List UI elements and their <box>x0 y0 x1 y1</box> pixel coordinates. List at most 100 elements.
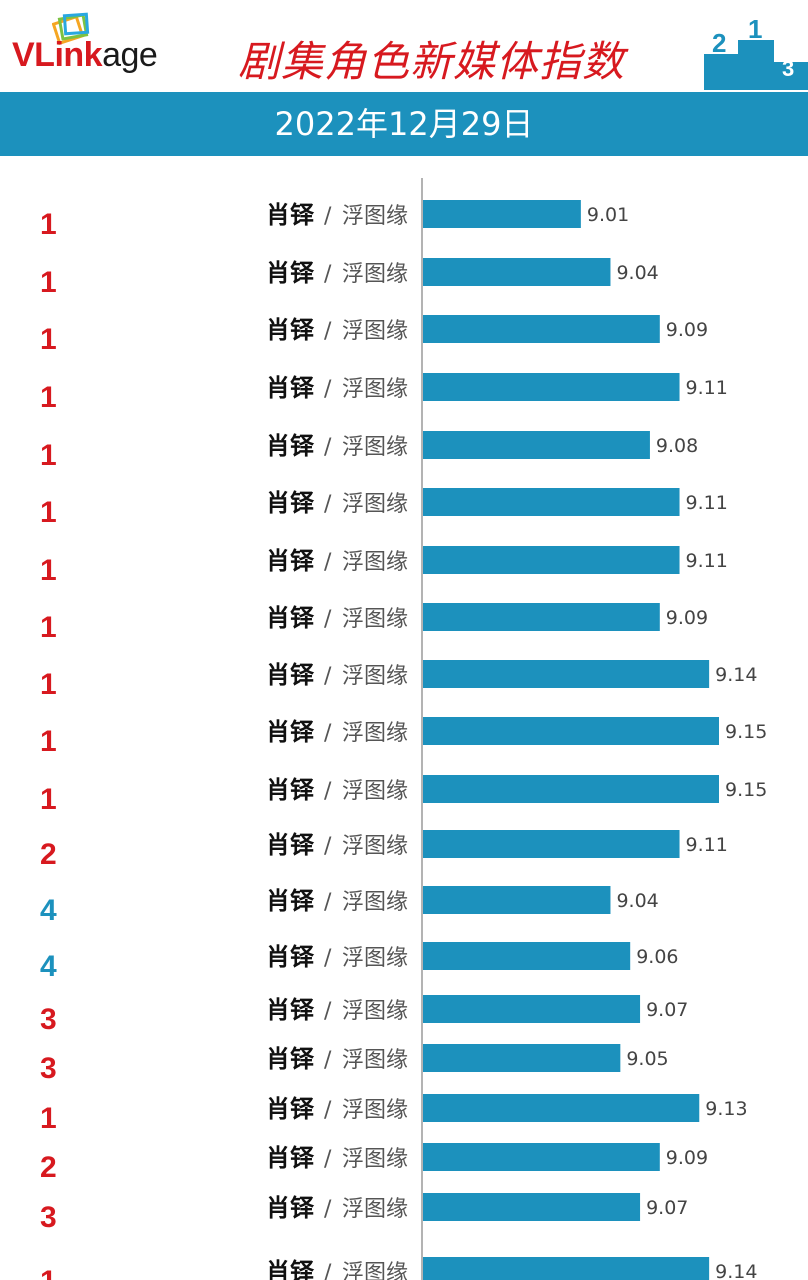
name-separator: / <box>324 664 332 689</box>
rank-label: 2 <box>40 838 57 871</box>
bar <box>423 660 710 688</box>
value-label: 9.15 <box>725 779 767 801</box>
value-label: 9.01 <box>587 204 629 226</box>
brand-logo: VLinkage <box>12 36 158 75</box>
name-separator: / <box>324 204 332 229</box>
value-label: 9.09 <box>666 319 708 341</box>
name-separator: / <box>324 946 332 971</box>
logo-suffix: ink <box>54 36 103 74</box>
character-name: 肖铎 <box>266 547 315 575</box>
name-separator: / <box>324 319 332 344</box>
drama-name: 浮图缘 <box>342 1261 408 1280</box>
character-name: 肖铎 <box>266 1258 315 1280</box>
rank-label: 1 <box>40 554 57 587</box>
character-name: 肖铎 <box>266 776 315 804</box>
value-label: 9.08 <box>656 435 698 457</box>
name-separator: / <box>324 1261 332 1280</box>
value-label: 9.11 <box>686 377 728 399</box>
bar <box>423 1257 710 1280</box>
page-title: 剧集角色新媒体指数 <box>238 37 626 86</box>
name-separator: / <box>324 1048 332 1073</box>
name-separator: / <box>324 262 332 287</box>
value-label: 9.13 <box>705 1098 747 1120</box>
value-label: 9.07 <box>646 1197 688 1219</box>
bar <box>423 1193 641 1221</box>
value-label: 9.09 <box>666 1147 708 1169</box>
rank-label: 3 <box>40 1201 57 1234</box>
name-separator: / <box>324 607 332 632</box>
drama-name: 浮图缘 <box>342 999 408 1024</box>
rank-label: 1 <box>40 725 57 758</box>
rank-label: 1 <box>40 1102 57 1135</box>
name-separator: / <box>324 1098 332 1123</box>
character-name: 肖铎 <box>266 201 315 229</box>
bar <box>423 942 631 970</box>
drama-name: 浮图缘 <box>342 377 408 402</box>
logo-prefix: VL <box>12 36 55 74</box>
value-label: 9.15 <box>725 721 767 743</box>
drama-name: 浮图缘 <box>342 890 408 915</box>
podium-label-2: 2 <box>712 28 726 58</box>
name-separator: / <box>324 890 332 915</box>
bar <box>423 1044 621 1072</box>
drama-name: 浮图缘 <box>342 946 408 971</box>
rank-label: 1 <box>40 323 57 356</box>
bar <box>423 830 680 858</box>
ranking-chart: 1 肖铎 / 浮图缘 9.01 1 肖铎 / 浮图缘 9.04 1 肖铎 / 浮图缘 9.09 1 肖铎 / 浮图缘… <box>40 178 767 1280</box>
value-label: 9.11 <box>686 550 728 572</box>
character-name: 肖铎 <box>266 1194 315 1222</box>
bar <box>423 546 680 574</box>
bar <box>423 258 611 286</box>
bar <box>423 431 650 459</box>
bar <box>423 1143 660 1171</box>
bar <box>423 315 660 343</box>
drama-name: 浮图缘 <box>342 492 408 517</box>
name-separator: / <box>324 377 332 402</box>
drama-name: 浮图缘 <box>342 1098 408 1123</box>
name-separator: / <box>324 1147 332 1172</box>
drama-name: 浮图缘 <box>342 834 408 859</box>
drama-name: 浮图缘 <box>342 1197 408 1222</box>
rank-label: 1 <box>40 208 57 241</box>
podium-icon: 2 1 3 <box>704 14 808 90</box>
podium-label-1: 1 <box>748 14 762 44</box>
drama-name: 浮图缘 <box>342 607 408 632</box>
podium-label-3: 3 <box>782 56 794 81</box>
rank-label: 1 <box>40 1265 57 1280</box>
character-name: 肖铎 <box>266 374 315 402</box>
name-separator: / <box>324 550 332 575</box>
drama-name: 浮图缘 <box>342 779 408 804</box>
rank-label: 1 <box>40 439 57 472</box>
value-label: 9.04 <box>616 890 658 912</box>
character-name: 肖铎 <box>266 831 315 859</box>
value-label: 9.06 <box>636 946 678 968</box>
rank-label: 1 <box>40 266 57 299</box>
rank-label: 3 <box>40 1003 57 1036</box>
header: VLinkage 剧集角色新媒体指数 2 1 3 <box>0 0 808 92</box>
character-name: 肖铎 <box>266 661 315 689</box>
drama-name: 浮图缘 <box>342 1048 408 1073</box>
name-separator: / <box>324 779 332 804</box>
bar <box>423 603 660 631</box>
drama-name: 浮图缘 <box>342 664 408 689</box>
value-label: 9.14 <box>715 1261 757 1280</box>
rank-label: 1 <box>40 381 57 414</box>
name-separator: / <box>324 721 332 746</box>
drama-name: 浮图缘 <box>342 262 408 287</box>
bar <box>423 200 581 228</box>
value-label: 9.04 <box>616 262 658 284</box>
drama-name: 浮图缘 <box>342 435 408 460</box>
rank-label: 4 <box>40 894 57 927</box>
rank-label: 1 <box>40 668 57 701</box>
name-separator: / <box>324 834 332 859</box>
bar <box>423 775 719 803</box>
rank-label: 4 <box>40 950 57 983</box>
value-label: 9.09 <box>666 607 708 629</box>
name-separator: / <box>324 435 332 460</box>
value-label: 9.11 <box>686 492 728 514</box>
rank-label: 1 <box>40 496 57 529</box>
drama-name: 浮图缘 <box>342 319 408 344</box>
drama-name: 浮图缘 <box>342 204 408 229</box>
rank-label: 2 <box>40 1151 57 1184</box>
value-label: 9.14 <box>715 664 757 686</box>
